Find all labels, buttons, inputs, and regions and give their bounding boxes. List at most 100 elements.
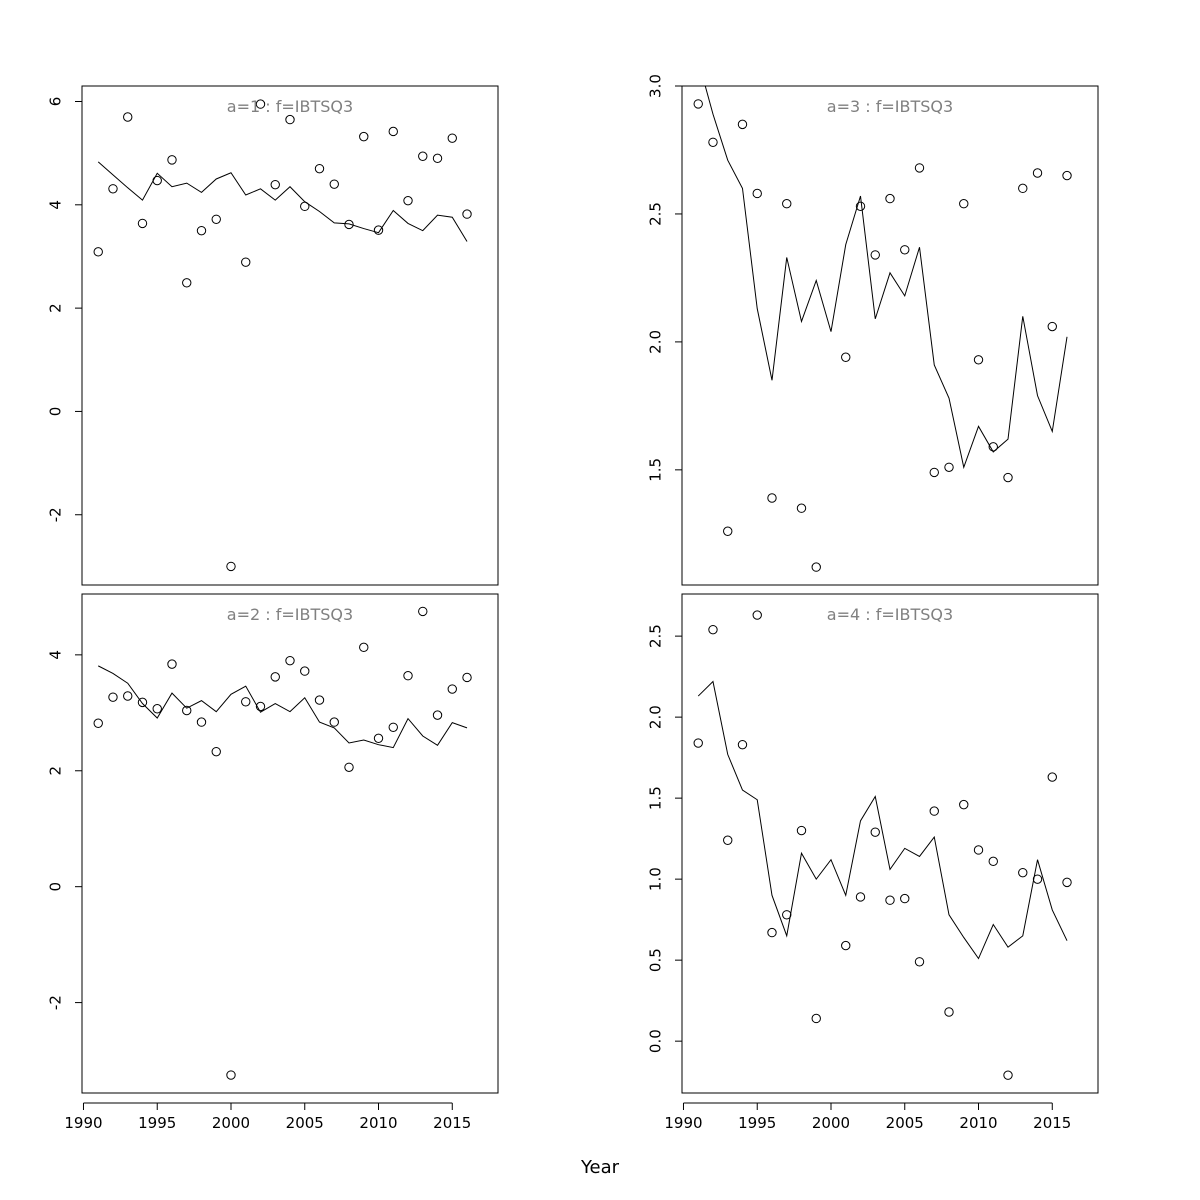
data-point [973,355,984,365]
data-point [708,137,718,148]
x-tick-label: 2010 [959,1114,997,1132]
data-point [432,153,443,164]
data-point [373,225,384,235]
data-point [447,133,457,143]
data-point [300,666,310,676]
data-point [796,825,807,836]
x-tick-label: 2015 [1033,1114,1071,1132]
data-point [1032,168,1043,178]
y-tick-label: 0 [47,407,65,417]
data-point [418,606,428,617]
data-point [959,199,969,209]
data-point [108,692,118,702]
data-point [723,835,733,845]
y-tick-label: 6 [47,97,65,107]
data-point [182,705,192,716]
data-point [841,352,851,362]
data-point [988,856,998,867]
data-point [811,1013,821,1024]
plot-frame [81,593,499,1094]
plot-frame [681,593,1099,1094]
data-point [329,179,339,189]
data-point [403,671,413,681]
data-point [167,155,177,165]
data-point [885,895,895,905]
data-point [93,718,103,728]
data-point [693,99,703,109]
data-point [1003,1070,1013,1080]
data-point [255,99,266,109]
data-point [841,940,851,951]
panel-a4: 0.0 0.5 1.0 1.5 2.0 2.5 1990 1995 2000 2005 2010 20… [647,593,1099,1132]
data-point [196,717,207,727]
x-axis-label: Year [580,1157,620,1178]
data-point [1003,472,1013,483]
y-tick-label: 2.5 [647,624,665,648]
panel-title: a=2 : f=IBTSQ3 [227,605,353,624]
x-tick-label: 2000 [212,1114,250,1132]
fitted-line [704,86,1068,470]
y-tick-label: 2.0 [647,705,665,729]
y-tick-label: 1.5 [647,786,665,810]
data-point [255,701,266,712]
data-point [211,214,221,224]
plot-frame [681,85,1099,586]
panel-title: a=4 : f=IBTSQ3 [827,605,953,624]
data-point [123,691,133,701]
data-point [973,845,984,855]
data-point [737,119,748,130]
y-tick-label: 0 [47,882,65,892]
y-tick-label: 0.0 [647,1029,665,1053]
y-tick-label: 0.5 [647,948,665,972]
data-point [388,126,398,137]
data-point [1018,183,1028,194]
data-point [359,642,369,653]
data-point [885,193,895,204]
data-point [137,218,148,229]
data-point [1047,321,1057,332]
panel-a1: -2 0 2 4 6 a=1 : f=IBTSQ3 [47,85,499,586]
data-point [929,806,939,816]
data-point [462,672,472,683]
data-point [182,278,192,288]
y-tick-label: 2 [47,766,65,776]
data-point [241,257,251,267]
data-point [737,739,748,750]
x-tick-label: 1990 [664,1114,702,1132]
data-point [270,179,280,190]
y-tick-label: 4 [47,650,65,660]
data-point [752,188,762,199]
data-point [344,219,354,230]
data-point [285,655,295,666]
data-point [108,184,118,194]
data-point [811,562,821,572]
data-point [752,610,762,620]
data-point [196,225,207,236]
data-point [914,957,925,967]
data-point [914,163,925,173]
data-point [1062,877,1072,888]
x-tick-label: 1995 [138,1114,176,1132]
data-point [693,738,703,748]
fitted-line [98,665,468,749]
data-point [708,624,718,635]
data-point [226,561,236,572]
y-tick-label: 3.0 [647,74,665,98]
data-point [418,151,428,161]
panel-title: a=3 : f=IBTSQ3 [827,97,953,116]
data-point [403,195,413,206]
y-tick-label: 2.0 [647,330,665,354]
data-point [432,710,443,720]
data-point [314,163,325,174]
fitted-line [97,161,468,242]
data-point [447,684,457,694]
data-point [359,131,369,142]
data-point [226,1070,236,1080]
data-point [870,827,880,837]
data-point [767,927,777,938]
data-point [152,175,162,186]
data-point [959,799,969,810]
data-point [123,112,133,122]
data-point [782,199,792,209]
